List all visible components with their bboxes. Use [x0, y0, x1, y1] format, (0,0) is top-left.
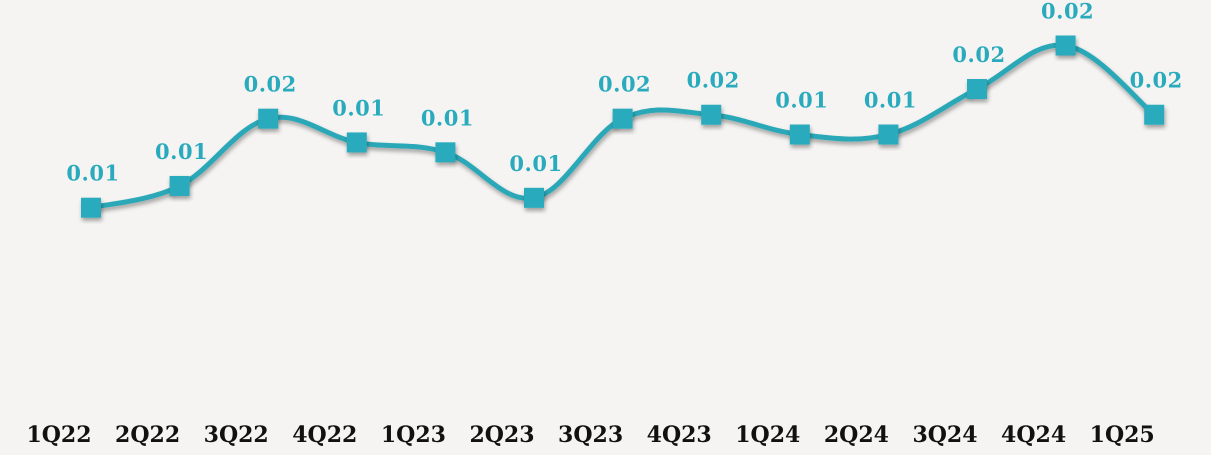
data-label: 0.02 — [244, 72, 297, 97]
x-axis-tick-label: 3Q23 — [558, 422, 623, 448]
data-label: 0.01 — [864, 88, 917, 113]
data-label: 0.01 — [509, 151, 562, 176]
data-label: 0.01 — [332, 95, 385, 120]
x-axis-tick-label: 2Q23 — [469, 422, 534, 448]
data-point-marker — [524, 187, 544, 208]
data-label: 0.02 — [1130, 68, 1183, 93]
x-axis-tick-label: 4Q22 — [292, 422, 357, 448]
x-axis-tick-label: 3Q22 — [204, 422, 269, 448]
x-axis-tick-label: 4Q23 — [647, 422, 712, 448]
series-marker-layer — [81, 35, 1165, 218]
x-axis-tick-label: 3Q24 — [912, 422, 977, 448]
data-label: 0.02 — [598, 72, 651, 97]
data-label: 0.02 — [952, 42, 1005, 67]
x-axis-tick-layer: 1Q22 2Q22 3Q22 4Q22 1Q23 2Q23 3Q23 4Q23 1Q24 2Q24… — [26, 422, 1154, 448]
data-point-marker — [701, 104, 722, 125]
data-point-marker — [346, 132, 367, 153]
data-label-layer: 0.01 0.01 0.02 0.01 0.01 0.01 0.02 0.02 0.01 0.01… — [66, 0, 1182, 186]
x-axis-tick-label: 1Q25 — [1090, 422, 1155, 448]
data-label: 0.02 — [687, 68, 740, 93]
data-point-marker — [878, 124, 899, 145]
data-point-marker — [435, 142, 456, 163]
data-point-marker — [1055, 35, 1076, 56]
data-point-marker — [258, 108, 279, 129]
x-axis-tick-label: 4Q24 — [1001, 422, 1066, 448]
data-label: 0.01 — [421, 105, 474, 130]
x-axis-tick-label: 2Q22 — [115, 422, 180, 448]
data-point-marker — [169, 175, 190, 196]
data-point-marker — [81, 197, 101, 218]
data-label: 0.02 — [1041, 0, 1094, 24]
data-point-marker — [967, 79, 987, 100]
data-point-marker — [1144, 104, 1165, 125]
x-axis-tick-label: 2Q24 — [824, 422, 889, 448]
data-point-marker — [612, 108, 633, 129]
x-axis-tick-label: 1Q22 — [26, 422, 91, 448]
data-label: 0.01 — [775, 88, 828, 113]
x-axis-tick-label: 1Q23 — [381, 422, 446, 448]
data-label: 0.01 — [155, 139, 208, 164]
data-point-marker — [789, 124, 810, 145]
x-axis-tick-label: 1Q24 — [735, 422, 800, 448]
data-label: 0.01 — [66, 161, 119, 186]
